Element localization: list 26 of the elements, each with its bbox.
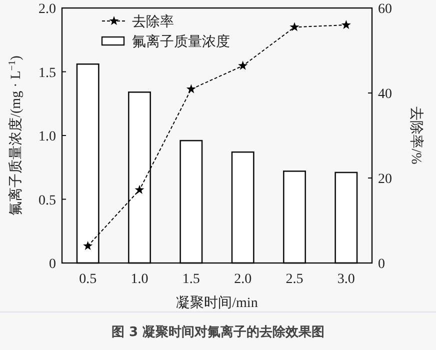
caption: 图 3 凝聚时间对氟离子的去除效果图: [111, 324, 325, 340]
y2-tick-label: 40: [378, 87, 392, 102]
y-tick-label: 1.0: [38, 130, 56, 144]
legend-label: 氟离子质量浓度: [132, 34, 230, 50]
y-tick-label: 1.5: [38, 66, 56, 81]
x-tick-label: 1.0: [130, 272, 148, 287]
y-tick-label: 2.0: [38, 2, 56, 17]
point: [134, 184, 144, 194]
y-tick-label: 0.5: [38, 193, 56, 208]
point: [83, 241, 93, 250]
legend-label: 去除率: [132, 14, 174, 30]
point: [341, 20, 351, 30]
point: [290, 22, 300, 32]
x-axis-title: 凝聚时间/min: [176, 295, 258, 311]
x-tick-label: 2.0: [234, 272, 252, 287]
x-tick-label: 3.0: [337, 272, 355, 287]
point: [238, 60, 248, 70]
y2-tick-label: 60: [378, 2, 392, 17]
y-tick-label: 0: [49, 257, 56, 272]
point: [186, 84, 196, 94]
y2-tick-label: 0: [378, 257, 385, 272]
x-tick-label: 0.5: [79, 272, 97, 287]
x-tick-label: 1.5: [182, 272, 200, 287]
y2-axis-title: 去除率/%: [408, 106, 424, 165]
y2-tick-label: 20: [378, 172, 392, 187]
x-tick-label: 2.5: [286, 272, 304, 287]
